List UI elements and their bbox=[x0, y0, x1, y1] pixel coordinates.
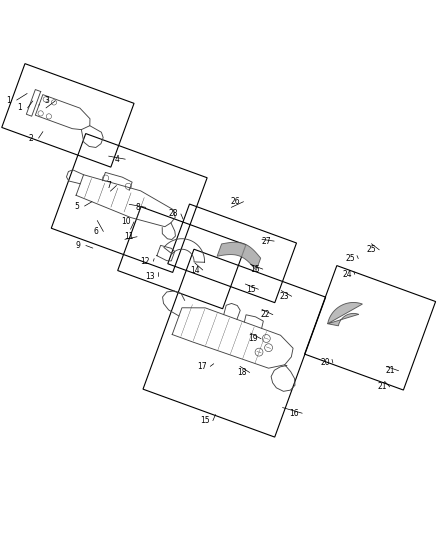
Text: 25: 25 bbox=[346, 254, 355, 263]
Text: 9: 9 bbox=[75, 241, 81, 250]
Text: 4: 4 bbox=[115, 155, 120, 164]
Text: 27: 27 bbox=[261, 237, 271, 246]
Polygon shape bbox=[328, 302, 363, 326]
Text: 19: 19 bbox=[248, 334, 258, 343]
Text: 15: 15 bbox=[246, 285, 255, 294]
Text: 11: 11 bbox=[124, 232, 134, 241]
Text: 12: 12 bbox=[141, 257, 150, 266]
Text: 1: 1 bbox=[18, 103, 22, 112]
Text: 3: 3 bbox=[45, 96, 50, 106]
Text: 14: 14 bbox=[190, 265, 200, 274]
Text: 10: 10 bbox=[121, 217, 131, 227]
Text: 17: 17 bbox=[198, 362, 207, 371]
Text: 8: 8 bbox=[136, 203, 140, 212]
Text: 1: 1 bbox=[7, 95, 11, 104]
Text: 15: 15 bbox=[200, 416, 210, 425]
Text: 13: 13 bbox=[145, 272, 155, 281]
Text: 5: 5 bbox=[74, 201, 79, 211]
Text: 28: 28 bbox=[168, 209, 178, 219]
Text: 21: 21 bbox=[386, 366, 396, 375]
Text: 24: 24 bbox=[342, 270, 352, 279]
Polygon shape bbox=[217, 242, 261, 271]
Text: 22: 22 bbox=[260, 310, 270, 319]
Text: 2: 2 bbox=[28, 134, 33, 143]
Text: 7: 7 bbox=[106, 181, 111, 190]
Text: 15: 15 bbox=[250, 264, 260, 273]
Text: 26: 26 bbox=[231, 197, 240, 206]
Text: 18: 18 bbox=[237, 368, 247, 377]
Text: 20: 20 bbox=[320, 358, 330, 367]
Text: 23: 23 bbox=[279, 292, 289, 301]
Text: 25: 25 bbox=[367, 245, 376, 254]
Text: 6: 6 bbox=[93, 227, 98, 236]
Text: 21: 21 bbox=[377, 383, 387, 391]
Text: 16: 16 bbox=[290, 409, 299, 418]
